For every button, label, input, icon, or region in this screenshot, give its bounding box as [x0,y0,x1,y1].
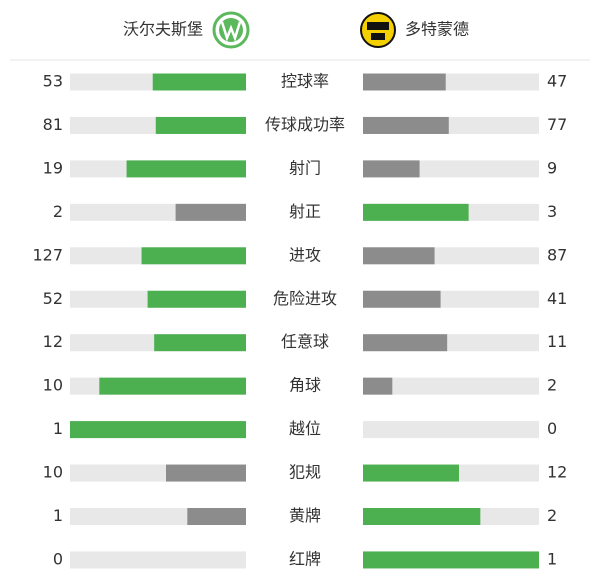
home-bar [166,464,246,482]
stat-label: 射正 [289,202,321,221]
stat-label: 任意球 [281,332,329,351]
home-bar [147,290,246,308]
away-value: 0 [547,419,557,438]
home-value: 127 [32,245,63,264]
away-bar [363,247,435,265]
home-bar [155,116,246,134]
away-bar [363,73,446,91]
home-value: 10 [43,463,63,482]
stat-label: 进攻 [289,245,321,264]
home-value: 81 [43,115,63,134]
away-bar [363,551,539,569]
away-value: 2 [547,376,557,395]
home-team-name: 沃尔夫斯堡 [123,20,203,39]
home-logo [212,11,250,49]
home-value: 10 [43,376,63,395]
track [363,421,539,439]
home-value: 1 [53,506,63,525]
track [70,551,246,569]
away-value: 2 [547,506,557,525]
home-value: 1 [53,419,63,438]
away-value: 77 [547,115,567,134]
stat-label: 黄牌 [289,506,321,525]
home-value: 53 [43,72,63,91]
away-bar [363,334,448,352]
away-value: 47 [547,72,567,91]
home-bar [141,247,246,265]
away-value: 12 [547,463,567,482]
away-value: 9 [547,158,557,177]
stat-label: 危险进攻 [273,289,337,308]
home-bar [152,73,246,91]
away-bar [363,508,481,525]
home-bar [154,334,246,352]
away-bar [363,290,441,308]
home-value: 2 [53,202,63,221]
stat-label: 角球 [289,376,321,395]
away-team-name: 多特蒙德 [405,20,469,39]
home-bar [126,160,246,178]
home-bar [175,203,246,221]
away-bar [363,464,459,482]
away-value: 3 [547,202,557,221]
away-bar [363,377,393,395]
stat-label: 传球成功率 [265,115,345,134]
home-value: 52 [43,289,63,308]
home-bar [187,508,246,525]
home-value: 0 [53,549,63,568]
track [363,377,539,395]
home-bar [70,421,246,439]
stat-label: 射门 [289,158,321,177]
away-value: 1 [547,549,557,568]
away-value: 41 [547,289,567,308]
away-value: 87 [547,245,567,264]
home-bar [99,377,246,395]
away-bar [363,116,449,134]
away-bar [363,203,469,221]
stat-label: 越位 [289,419,321,438]
home-value: 12 [43,332,63,351]
home-value: 19 [43,158,63,177]
away-value: 11 [547,332,567,351]
away-bar [363,160,420,178]
stat-label: 红牌 [289,549,321,568]
away-logo [360,12,396,48]
stat-label: 控球率 [281,72,329,91]
stat-label: 犯规 [289,463,321,482]
